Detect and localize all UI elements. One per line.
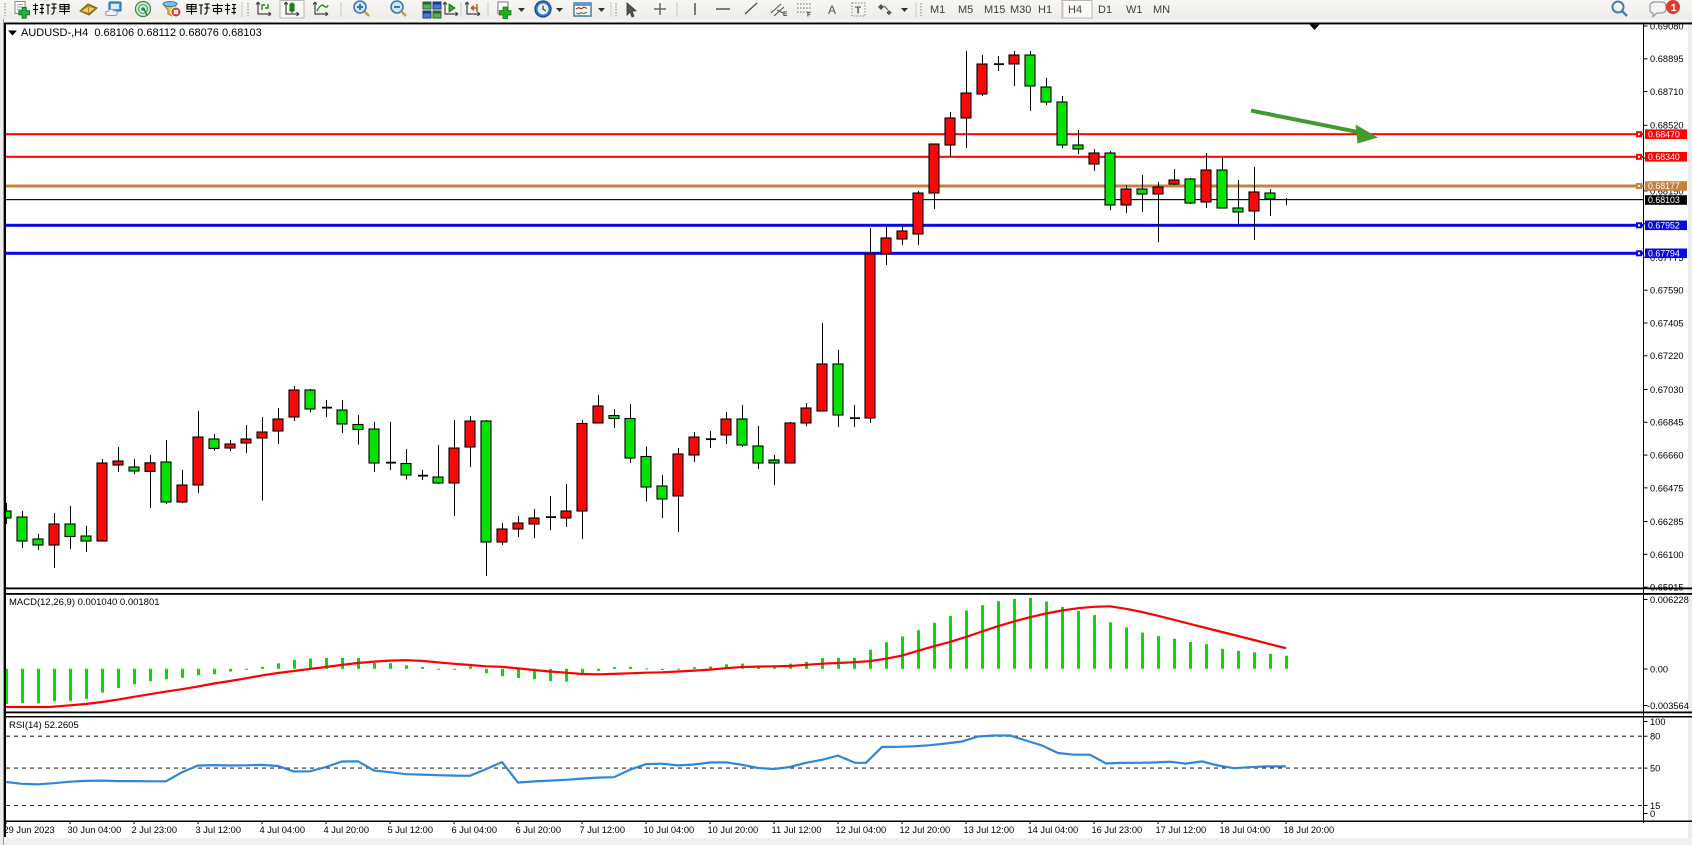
svg-text:MN: MN	[1153, 4, 1170, 16]
svg-text:M1: M1	[930, 4, 945, 16]
svg-text:6 Jul 20:00: 6 Jul 20:00	[516, 825, 562, 835]
svg-text:2 Jul 23:00: 2 Jul 23:00	[132, 825, 178, 835]
svg-text:0.006228: 0.006228	[1650, 595, 1689, 605]
svg-text:11 Jul 12:00: 11 Jul 12:00	[772, 825, 822, 835]
svg-text:0.67220: 0.67220	[1650, 351, 1684, 361]
svg-text:M30: M30	[1010, 4, 1031, 16]
svg-text:18 Jul 04:00: 18 Jul 04:00	[1220, 825, 1271, 835]
svg-text:0.68470: 0.68470	[1648, 129, 1680, 139]
svg-text:RSI(14) 52.2605: RSI(14) 52.2605	[9, 720, 79, 731]
svg-text:12 Jul 04:00: 12 Jul 04:00	[836, 825, 887, 835]
svg-text:0.68340: 0.68340	[1648, 152, 1680, 162]
svg-text:0.66660: 0.66660	[1650, 450, 1684, 460]
svg-text:7 Jul 12:00: 7 Jul 12:00	[580, 825, 626, 835]
svg-text:17 Jul 12:00: 17 Jul 12:00	[1156, 825, 1207, 835]
svg-text:A: A	[828, 3, 836, 17]
svg-text:30 Jun 04:00: 30 Jun 04:00	[68, 825, 122, 835]
svg-text:E: E	[783, 11, 788, 18]
svg-text:H1: H1	[1038, 4, 1052, 16]
svg-text:0.66845: 0.66845	[1650, 418, 1684, 428]
svg-text:MACD(12,26,9) 0.001040 0.00180: MACD(12,26,9) 0.001040 0.001801	[9, 597, 160, 608]
svg-text:0.69080: 0.69080	[1650, 21, 1684, 31]
svg-text:-0.003564: -0.003564	[1647, 701, 1689, 711]
svg-text:14 Jul 04:00: 14 Jul 04:00	[1028, 825, 1079, 835]
svg-text:4 Jul 04:00: 4 Jul 04:00	[260, 825, 306, 835]
svg-text:M15: M15	[984, 4, 1005, 16]
svg-text:D1: D1	[1098, 4, 1112, 16]
svg-text:13 Jul 12:00: 13 Jul 12:00	[964, 825, 1015, 835]
svg-text:0.66475: 0.66475	[1650, 483, 1684, 493]
svg-text:0.67794: 0.67794	[1648, 249, 1680, 259]
svg-text:10 Jul 20:00: 10 Jul 20:00	[708, 825, 759, 835]
svg-text:0.66285: 0.66285	[1650, 517, 1684, 527]
svg-text:AUDUSD-,H4 0.68106 0.68112 0.: AUDUSD-,H4 0.68106 0.68112 0.68076 0.681…	[21, 27, 262, 39]
svg-text:0.00: 0.00	[1650, 664, 1668, 674]
svg-text:M5: M5	[958, 4, 973, 16]
svg-text:F: F	[807, 12, 811, 19]
svg-text:15: 15	[1650, 801, 1660, 811]
svg-text:50: 50	[1650, 764, 1660, 774]
svg-text:0.68177: 0.68177	[1648, 181, 1680, 191]
svg-text:0.67952: 0.67952	[1648, 221, 1680, 231]
svg-text:6 Jul 04:00: 6 Jul 04:00	[452, 825, 498, 835]
svg-text:0.67590: 0.67590	[1650, 286, 1684, 296]
svg-text:10 Jul 04:00: 10 Jul 04:00	[644, 825, 695, 835]
svg-text:0.68150: 0.68150	[1650, 186, 1684, 196]
svg-text:0: 0	[1650, 809, 1655, 819]
svg-text:T: T	[855, 6, 861, 17]
svg-text:0.68710: 0.68710	[1650, 87, 1684, 97]
svg-text:0.68520: 0.68520	[1650, 121, 1684, 131]
svg-text:3 Jul 12:00: 3 Jul 12:00	[196, 825, 242, 835]
svg-text:18 Jul 20:00: 18 Jul 20:00	[1284, 825, 1335, 835]
svg-text:H4: H4	[1068, 4, 1082, 16]
svg-text:W1: W1	[1126, 4, 1143, 16]
svg-text:0.68103: 0.68103	[1648, 195, 1680, 205]
svg-text:0.65915: 0.65915	[1650, 583, 1684, 593]
svg-text:80: 80	[1650, 732, 1660, 742]
svg-text:100: 100	[1650, 717, 1666, 727]
svg-text:0.67030: 0.67030	[1650, 385, 1684, 395]
svg-text:0.67405: 0.67405	[1650, 318, 1684, 328]
svg-text:0.66100: 0.66100	[1650, 550, 1684, 560]
svg-text:0.68895: 0.68895	[1650, 54, 1684, 64]
svg-text:16 Jul 23:00: 16 Jul 23:00	[1092, 825, 1143, 835]
svg-text:29 Jun 2023: 29 Jun 2023	[4, 825, 55, 835]
svg-text:5 Jul 12:00: 5 Jul 12:00	[388, 825, 434, 835]
svg-text:1: 1	[1671, 2, 1677, 14]
svg-text:4 Jul 20:00: 4 Jul 20:00	[324, 825, 370, 835]
svg-text:12 Jul 20:00: 12 Jul 20:00	[900, 825, 951, 835]
